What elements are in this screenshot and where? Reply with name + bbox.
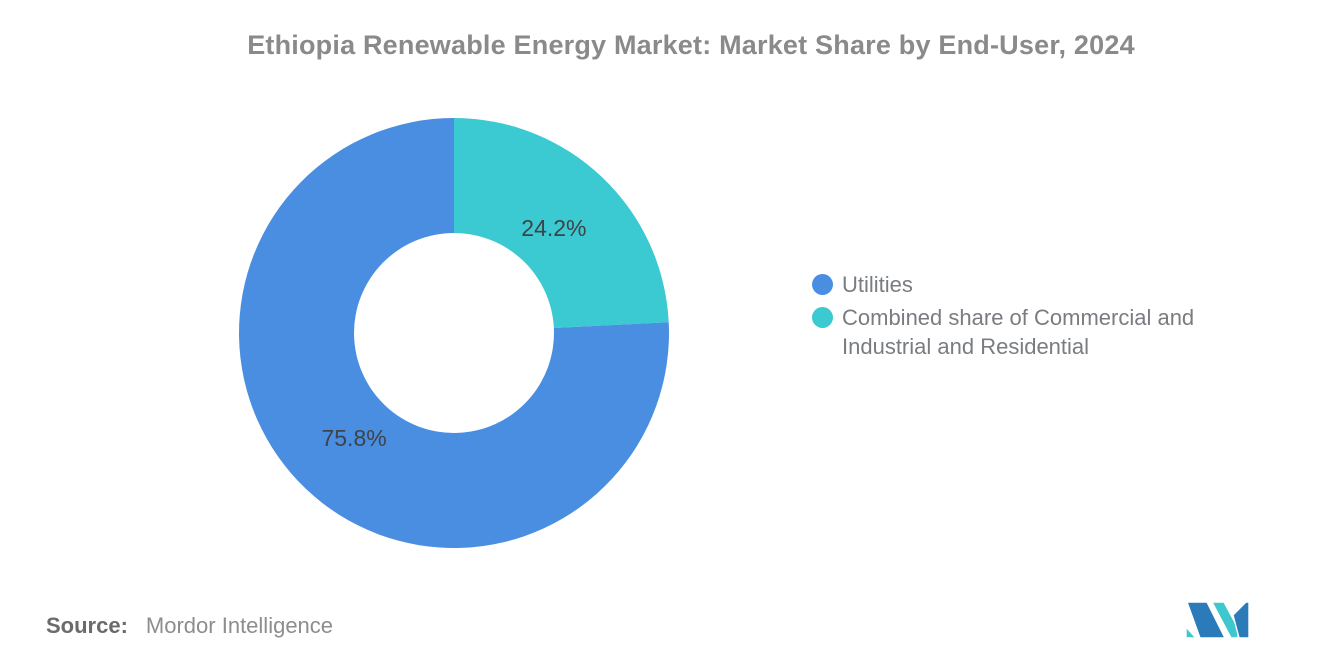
source-line: Source: Mordor Intelligence [46, 613, 333, 639]
legend-marker-utilities-icon [812, 274, 833, 295]
legend-label-combined: Combined share of Commercial and Industr… [842, 305, 1195, 359]
logo-shape-bottom-left-triangle [1186, 625, 1197, 638]
pie-slice-combined[interactable] [454, 118, 669, 328]
legend: Utilities Combined share of Commercial a… [812, 270, 1217, 361]
mordor-intelligence-logo-icon [1186, 602, 1250, 638]
logo-shape-right-bar [1232, 602, 1250, 638]
logo-shape-left-diagonal [1186, 602, 1226, 638]
legend-label-utilities: Utilities [842, 272, 913, 297]
pie-slice-utilities[interactable] [239, 117, 670, 548]
chart-title: Ethiopia Renewable Energy Market: Market… [247, 30, 1135, 60]
source-label: Source: [46, 613, 128, 638]
legend-item-utilities[interactable]: Utilities [812, 270, 1217, 299]
donut-chart: 24.2% 75.8% [239, 117, 670, 548]
slice-label-utilities: 75.8% [321, 425, 386, 451]
source-value: Mordor Intelligence [145, 613, 334, 638]
legend-marker-combined-icon [812, 307, 833, 328]
slice-label-combined: 24.2% [521, 215, 586, 241]
legend-item-combined[interactable]: Combined share of Commercial and Industr… [812, 303, 1217, 361]
